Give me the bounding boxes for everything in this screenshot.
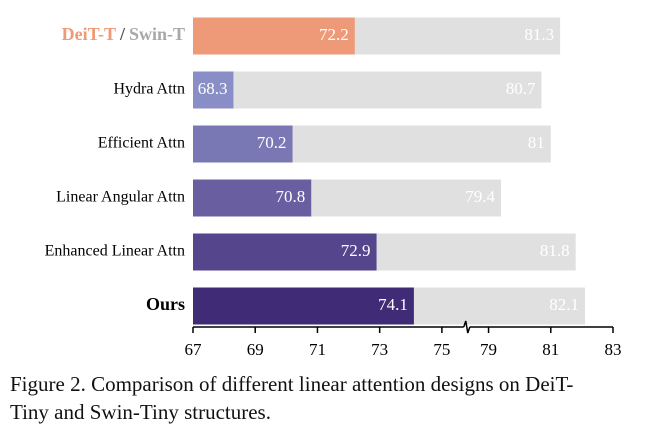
caption: Tiny and Swin-Tiny structures. — [10, 400, 271, 424]
value-label: 82.1 — [549, 295, 579, 314]
legend-entry: Swin-T — [129, 24, 185, 44]
value-label: 70.8 — [275, 187, 305, 206]
category-label: Efficient Attn — [98, 135, 185, 152]
x-tick-label: 75 — [433, 340, 450, 359]
category-label: Hydra Attn — [113, 81, 185, 98]
x-tick-label: 79 — [480, 340, 497, 359]
legend-entry: DeiT-T — [62, 24, 116, 44]
bar — [193, 233, 377, 271]
x-tick-label: 71 — [309, 340, 326, 359]
value-label: 81.3 — [524, 25, 554, 44]
x-tick-label: 83 — [605, 340, 622, 359]
bar — [193, 287, 414, 325]
x-tick-label: 73 — [371, 340, 388, 359]
value-label: 70.2 — [257, 133, 287, 152]
value-label: 80.7 — [506, 79, 536, 98]
value-label: 79.4 — [465, 187, 495, 206]
value-label: 68.3 — [198, 79, 228, 98]
x-tick-label: 81 — [542, 340, 559, 359]
caption: Figure 2. Comparison of different linear… — [10, 372, 573, 396]
legend: DeiT-T / Swin-T — [62, 24, 185, 44]
bar — [193, 17, 355, 55]
bar — [193, 71, 542, 109]
category-label: Linear Angular Attn — [56, 189, 185, 206]
bar — [193, 71, 234, 109]
axis-break — [463, 320, 471, 334]
value-label: 81.8 — [540, 241, 570, 260]
legend-separator: / — [119, 24, 126, 44]
value-label: 72.9 — [341, 241, 371, 260]
x-tick-label: 69 — [247, 340, 264, 359]
value-label: 72.2 — [319, 25, 349, 44]
value-label: 74.1 — [378, 295, 408, 314]
bar — [193, 179, 312, 217]
category-label: Enhanced Linear Attn — [45, 243, 185, 260]
value-label: 81 — [528, 133, 545, 152]
category-label: Ours — [146, 294, 185, 314]
bar — [193, 125, 293, 163]
x-tick-label: 67 — [185, 340, 203, 359]
